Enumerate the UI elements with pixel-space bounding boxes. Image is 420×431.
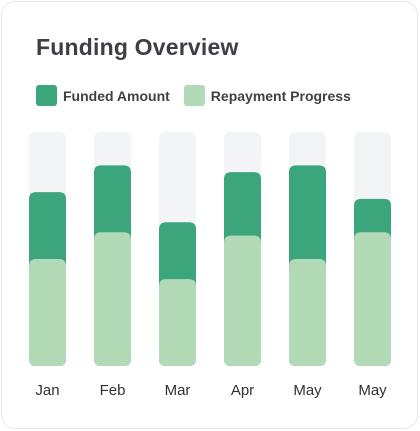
legend-swatch-funded-amount (36, 85, 57, 106)
chart-title: Funding Overview (36, 34, 239, 60)
bar-repayment-progress (224, 235, 261, 366)
x-tick-label: Feb (100, 382, 126, 399)
legend-label-funded-amount: Funded Amount (63, 87, 170, 104)
bar-repayment-progress (94, 232, 131, 366)
legend-item-repayment-progress: Repayment Progress (183, 85, 351, 106)
legend-item-funded-amount: Funded Amount (36, 85, 170, 106)
bar-repayment-progress (354, 232, 391, 366)
x-tick-label: May (358, 382, 387, 399)
x-tick-label: Jan (35, 382, 59, 399)
x-tick-label: May (293, 382, 322, 399)
legend-label-repayment-progress: Repayment Progress (210, 87, 351, 104)
legend-swatch-repayment-progress (183, 85, 205, 106)
bar-repayment-progress (159, 279, 196, 366)
x-tick-label: Apr (231, 382, 254, 399)
bar-repayment-progress (29, 259, 66, 366)
chart-legend: Funded Amount Repayment Progress (36, 85, 365, 106)
x-tick-label: Mar (165, 382, 191, 399)
bar-repayment-progress (289, 259, 326, 366)
